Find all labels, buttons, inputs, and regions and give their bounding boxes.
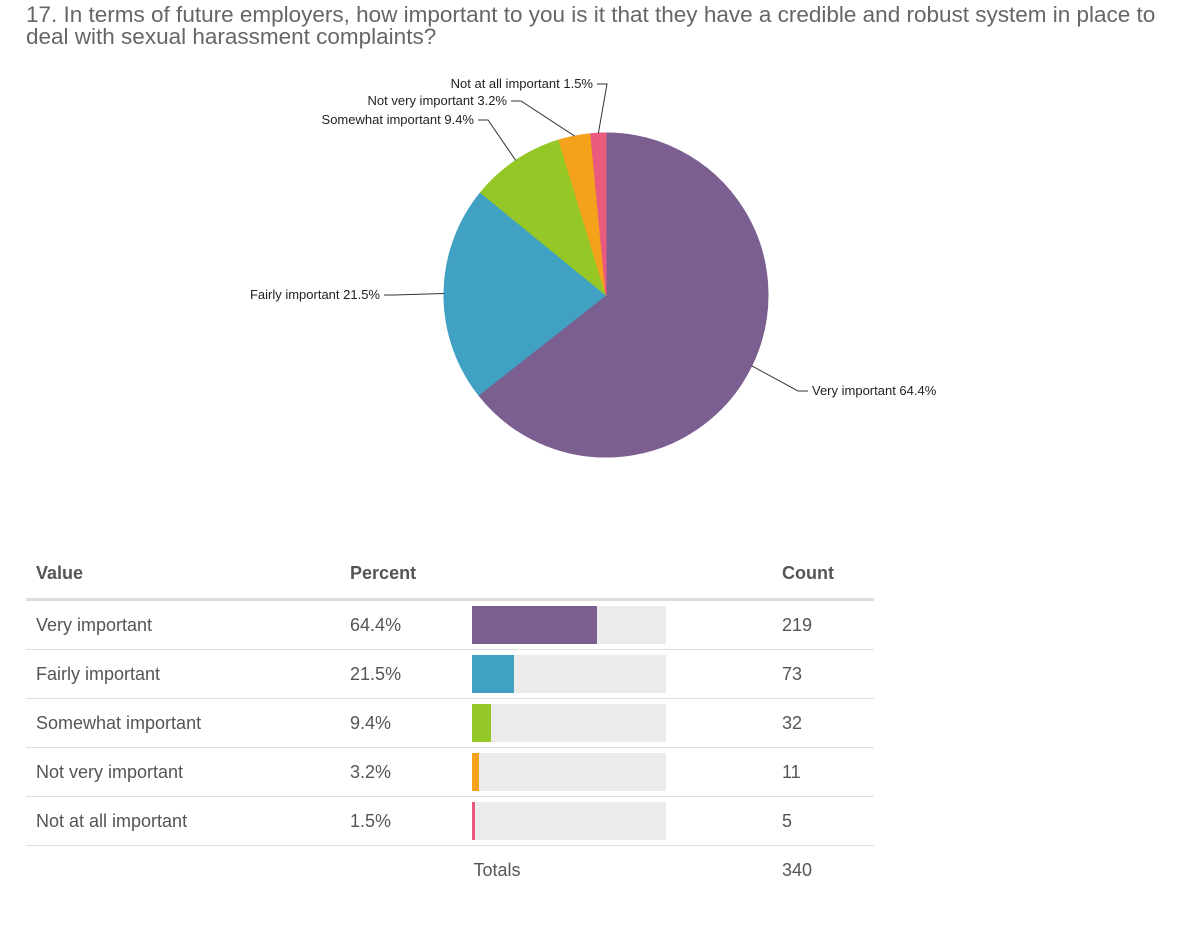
row-bar (462, 698, 772, 748)
leader-line (597, 83, 608, 134)
row-percent: 1.5% (340, 796, 463, 846)
row-value: Very important (26, 599, 341, 650)
row-count: 219 (771, 599, 874, 650)
slice-label: Not very important 3.2% (368, 93, 508, 108)
table-row: Fairly important 21.5% 73 (26, 649, 874, 699)
row-count: 11 (771, 747, 874, 797)
bar-track (472, 655, 667, 693)
leader-line (751, 365, 808, 392)
slice-label: Somewhat important 9.4% (322, 112, 475, 127)
row-count: 5 (771, 796, 874, 846)
bar-track (472, 606, 667, 644)
row-value: Somewhat important (26, 698, 341, 748)
row-count: 73 (771, 649, 874, 699)
totals-count: 340 (781, 859, 812, 880)
row-percent: 9.4% (340, 698, 463, 748)
table-header-row: Value Percent Count (26, 548, 874, 601)
question-title: 17. In terms of future employers, how im… (26, 2, 1156, 49)
totals-row: Totals 340 (26, 846, 874, 895)
row-value: Fairly important (26, 649, 341, 699)
results-table: Value Percent Count Very important 64.4%… (26, 548, 874, 894)
table-row: Very important 64.4% 219 (26, 599, 874, 650)
table-row: Not at all important 1.5% 5 (26, 796, 874, 846)
header-value: Value (26, 548, 341, 601)
pie-chart: Very important 64.4% Fairly important 21.… (250, 76, 937, 458)
pie-slice (443, 191, 607, 396)
table-row: Not very important 3.2% 11 (26, 747, 874, 797)
bar-track (472, 753, 667, 791)
row-bar (462, 796, 772, 846)
leader-line (511, 100, 575, 137)
table-row: Somewhat important 9.4% 32 (26, 698, 874, 748)
slice-label: Not at all important 1.5% (451, 76, 594, 91)
row-count: 32 (771, 698, 874, 748)
row-bar (462, 747, 772, 797)
header-percent: Percent (340, 548, 463, 601)
row-bar (462, 599, 772, 650)
row-value: Not at all important (26, 796, 341, 846)
leader-line (478, 119, 517, 161)
row-percent: 3.2% (340, 747, 463, 797)
bar-fill (472, 606, 598, 644)
row-bar (462, 649, 772, 699)
totals-label: Totals (473, 859, 521, 880)
row-percent: 64.4% (340, 599, 463, 650)
bar-fill (472, 802, 476, 840)
pie-slice (590, 132, 607, 296)
header-bar (462, 548, 772, 601)
bar-fill (472, 655, 515, 693)
pie-slice (479, 139, 607, 297)
slice-label: Very important 64.4% (812, 383, 937, 398)
row-percent: 21.5% (340, 649, 463, 699)
slice-label: Fairly important 21.5% (250, 287, 380, 302)
bar-fill (472, 753, 479, 791)
pie-slice (477, 132, 769, 458)
bar-fill (472, 704, 491, 742)
header-count: Count (771, 548, 874, 601)
leader-line (384, 292, 445, 296)
bar-track (472, 704, 667, 742)
bar-track (472, 802, 667, 840)
row-value: Not very important (26, 747, 341, 797)
